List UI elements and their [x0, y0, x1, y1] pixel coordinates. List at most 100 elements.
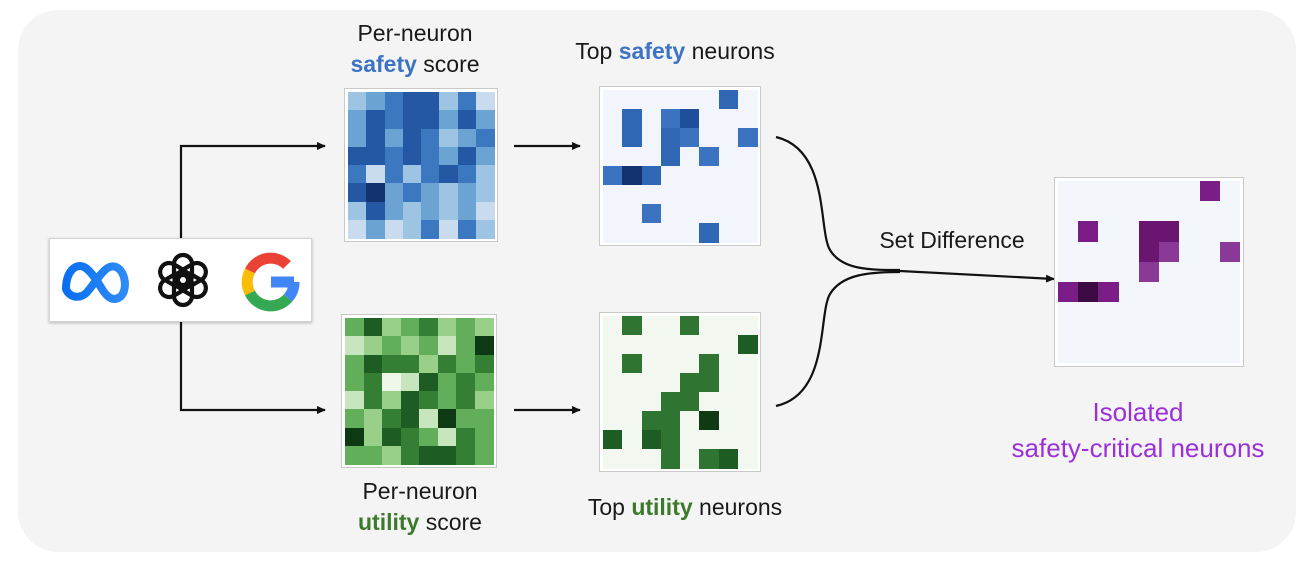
heatmap-cell: [641, 166, 662, 186]
heatmap-cell: [622, 147, 642, 167]
branch-arrow-utility: [179, 320, 326, 414]
heatmap-cell: [699, 316, 719, 336]
top-utility-prefix: Top: [587, 494, 632, 520]
heatmap-cell: [622, 90, 642, 110]
heatmap-cell: [1118, 241, 1140, 263]
heatmap-cell: [680, 166, 700, 186]
heatmap-cell: [1098, 201, 1120, 222]
heatmap-cell: [1159, 302, 1180, 324]
heatmap-cell: [718, 354, 739, 374]
heatmap-cell: [737, 166, 758, 186]
heatmap-cell: [457, 110, 477, 129]
heatmap-cell: [400, 445, 420, 465]
heatmap-cell: [1199, 342, 1221, 364]
heatmap-cell: [1179, 282, 1201, 303]
heatmap-cell: [402, 92, 422, 111]
heatmap-cell: [680, 316, 700, 336]
heatmap-cell: [348, 128, 367, 148]
heatmap-cell: [345, 445, 364, 465]
heatmap-cell: [402, 165, 422, 184]
heatmap-cell: [384, 201, 404, 221]
heatmap-cell: [456, 318, 475, 337]
heatmap-cell: [660, 90, 681, 110]
heatmap-cell: [1098, 322, 1120, 344]
heatmap-cell: [419, 336, 438, 355]
heatmap-cell: [641, 185, 662, 205]
safety-score-title: Per-neuron safety score: [330, 18, 500, 80]
heatmap-cell: [402, 128, 422, 148]
heatmap-cell: [718, 335, 739, 355]
heatmap-cell: [680, 373, 700, 393]
heatmap-cell: [622, 411, 642, 431]
heatmap-cell: [384, 219, 404, 239]
heatmap-cell: [1179, 181, 1201, 202]
heatmap-cell: [1118, 302, 1140, 324]
heatmap-cell: [474, 318, 494, 337]
heatmap-cell: [456, 336, 475, 355]
heatmap-cell: [699, 90, 719, 110]
heatmap-cell: [1098, 302, 1120, 324]
heatmap-cell: [680, 128, 700, 148]
heatmap-cell: [1179, 241, 1201, 263]
heatmap-cell: [680, 354, 700, 374]
heatmap-cell: [1199, 201, 1221, 222]
heatmap-cell: [660, 166, 681, 186]
top-utility-suffix: neurons: [692, 494, 783, 520]
heatmap-cell: [737, 392, 758, 412]
heatmap-cell: [421, 128, 440, 148]
heatmap-cell: [641, 430, 662, 450]
heatmap-cell: [1058, 221, 1079, 243]
heatmap-cell: [1138, 342, 1160, 364]
heatmap-cell: [345, 409, 364, 428]
heatmap-cell: [680, 392, 700, 412]
heatmap-cell: [622, 204, 642, 224]
heatmap-cell: [699, 430, 719, 450]
heatmap-cell: [1118, 282, 1140, 303]
heatmap-cell: [439, 146, 458, 166]
heatmap-cell: [382, 372, 401, 392]
heatmap-cell: [474, 409, 494, 428]
heatmap-cell: [737, 147, 758, 167]
heatmap-cell: [456, 445, 475, 465]
heatmap-cell: [363, 372, 383, 392]
heatmap-cell: [437, 354, 457, 374]
heatmap-cell: [421, 201, 440, 221]
heatmap-cell: [622, 335, 642, 355]
heatmap-cell: [421, 219, 440, 239]
difference-arrow: [899, 269, 1055, 283]
heatmap-cell: [641, 449, 662, 469]
heatmap-cell: [1179, 342, 1201, 364]
heatmap-cell: [699, 392, 719, 412]
heatmap-cell: [1219, 241, 1241, 263]
heatmap-cell: [456, 354, 475, 374]
heatmap-cell: [1058, 342, 1079, 364]
heatmap-cell: [603, 166, 623, 186]
heatmap-cell: [737, 449, 758, 469]
heatmap-cell: [475, 92, 495, 111]
heatmap-cell: [402, 201, 422, 221]
heatmap-cell: [421, 110, 440, 129]
heatmap-cell: [603, 430, 623, 450]
heatmap-cell: [475, 219, 495, 239]
heatmap-cell: [1159, 342, 1180, 364]
heatmap-cell: [737, 430, 758, 450]
heatmap-cell: [1118, 201, 1140, 222]
heatmap-cell: [680, 223, 700, 243]
heatmap-cell: [737, 354, 758, 374]
heatmap-cell: [1199, 282, 1221, 303]
heatmap-cell: [1138, 322, 1160, 344]
heatmap-cell: [474, 372, 494, 392]
heatmap-cell: [1098, 241, 1120, 263]
heatmap-cell: [363, 427, 383, 447]
heatmap-cell: [456, 409, 475, 428]
heatmap-cell: [1138, 181, 1160, 202]
heatmap-cell: [1098, 221, 1120, 243]
heatmap-cell: [680, 147, 700, 167]
heatmap-cell: [421, 183, 440, 202]
heatmap-cell: [366, 110, 385, 129]
heatmap-cell: [1199, 322, 1221, 344]
heatmap-cell: [737, 128, 758, 148]
heatmap-cell: [603, 411, 623, 431]
heatmap-cell: [348, 219, 367, 239]
heatmap-cell: [641, 109, 662, 129]
